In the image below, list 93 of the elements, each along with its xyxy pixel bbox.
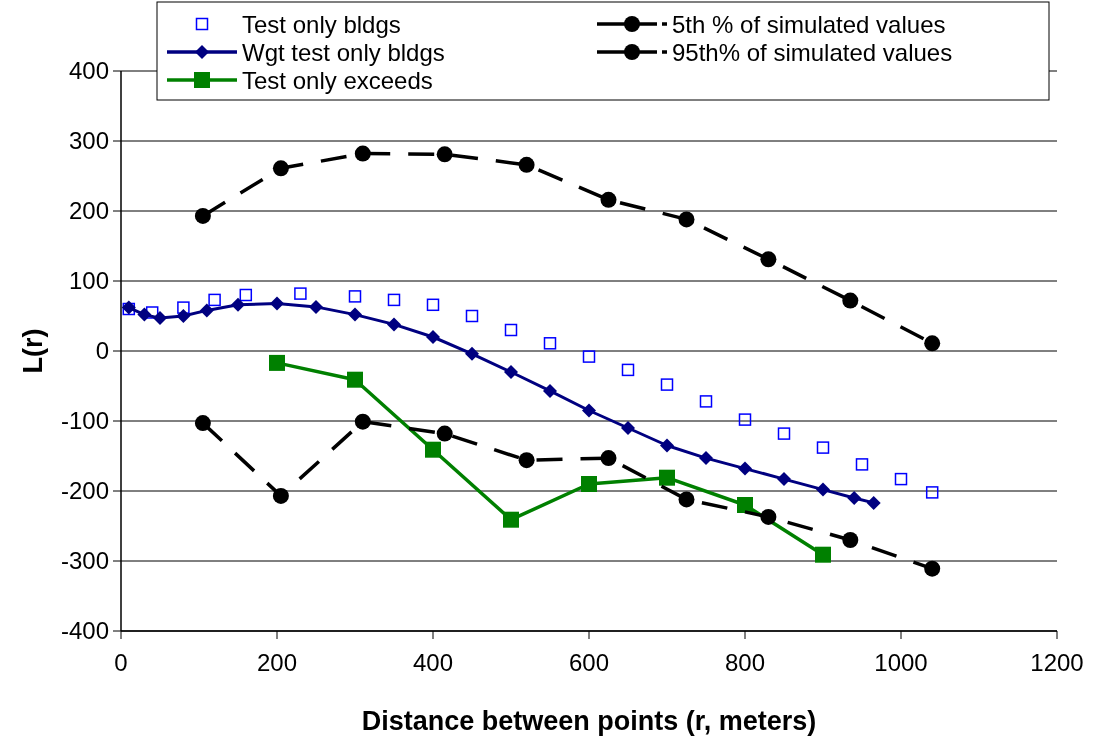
point [465,309,479,323]
point [842,292,859,309]
point [387,317,401,332]
legend-label: 5th % of simulated values [672,11,946,38]
point [660,378,674,391]
y-tick-label: -400 [60,617,109,645]
x-tick-label: 600 [568,649,610,676]
point [582,350,596,363]
point [354,413,371,430]
point [543,383,557,398]
legend-label: Test only exceeds [242,67,433,94]
point [194,415,211,432]
point [866,495,881,510]
point [199,303,214,318]
x-axis-title: Distance between points (r, meters) [361,706,817,736]
point [504,365,518,379]
point [738,413,752,426]
point [600,191,617,208]
point [543,337,557,350]
x-tick-label: 0 [114,649,128,676]
point [176,309,191,323]
point [309,299,323,314]
point [153,311,167,326]
legend-label: 95th% of simulated values [672,39,953,66]
point [208,293,221,307]
point [924,560,941,577]
x-tick-label: 400 [412,649,454,676]
point [272,487,289,504]
point [699,395,713,408]
point [816,482,830,497]
legend-label: Wgt test only bldgs [242,39,445,66]
y-tick-label: 200 [68,197,109,225]
point [354,145,371,162]
y-tick-label: -200 [60,477,109,505]
point [426,298,440,312]
point [924,335,941,352]
x-tick-label: 200 [256,649,298,676]
point [425,441,441,458]
point [436,146,453,163]
point [582,403,596,418]
point [503,511,519,528]
point [621,421,635,435]
x-tick-label: 1200 [1030,649,1084,676]
point [777,427,791,440]
point [855,458,869,471]
point [272,160,289,177]
y-tick-label: -300 [60,547,109,575]
point [925,486,939,499]
point [847,491,862,505]
point [678,211,695,228]
point [894,472,908,486]
point [581,476,597,492]
point [347,371,363,388]
point [518,452,535,469]
point [600,450,617,467]
point [348,307,362,322]
point [760,508,777,525]
point [194,207,211,224]
point [518,156,535,173]
point [270,296,284,311]
point [239,288,253,302]
point [660,438,674,453]
point [137,307,152,322]
y-tick-label: 300 [68,127,109,155]
x-tick-label: 1000 [874,649,928,676]
point [436,425,453,442]
point [348,290,362,303]
point [699,451,713,466]
y-tick-label: 0 [95,337,109,365]
point [294,287,307,300]
point [504,323,518,337]
point [760,251,777,268]
point [737,497,753,513]
point [621,363,635,377]
point [177,301,190,314]
y-tick-label: 400 [68,57,109,85]
x-tick-label: 800 [724,649,766,676]
point [816,441,830,454]
y-axis-title: L(r) [18,328,48,374]
point [815,546,831,563]
legend-label: Test only bldgs [242,11,401,38]
point [465,346,479,361]
point [842,532,859,548]
point [777,472,791,487]
point [426,330,440,344]
point [269,354,285,371]
y-tick-label: 100 [68,267,109,295]
point [387,293,401,307]
point [738,461,752,476]
point [678,491,695,508]
y-tick-label: -100 [60,407,109,435]
point [231,297,245,312]
point [659,469,675,486]
